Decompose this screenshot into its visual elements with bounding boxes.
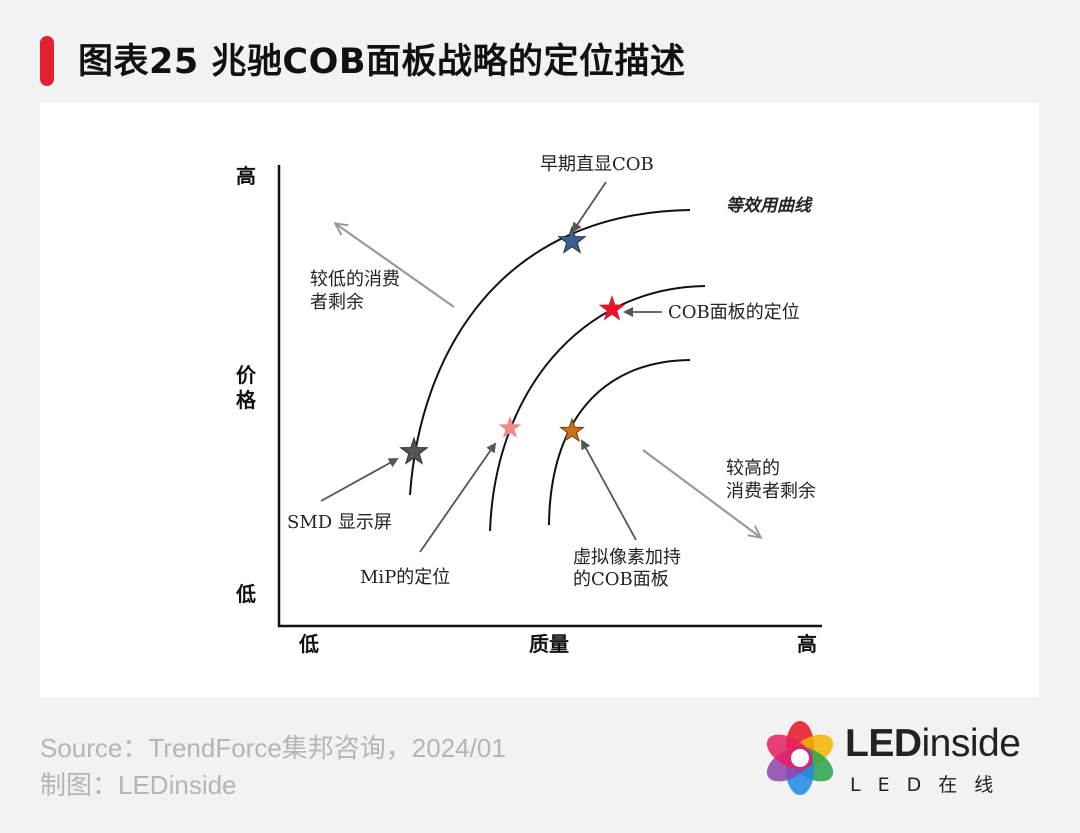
label-virtual-pixel-line2: 的COB面板 <box>573 569 669 590</box>
arrow-virtual-pixel <box>581 439 637 541</box>
x-axis-title: 质量 <box>529 632 569 656</box>
y-axis-title-line2: 格 <box>236 388 257 412</box>
star-mip <box>498 416 522 438</box>
label-lower-surplus-line1: 较低的消费 <box>310 269 400 290</box>
curve-label: 等效用曲线 <box>726 196 813 216</box>
indifference-curve-high <box>409 209 691 496</box>
x-axis-high-label: 高 <box>797 632 817 656</box>
diagram-panel: 高 价 格 低 低 质量 高 等效用曲线 早期直显COB COB面板的定位 较低… <box>40 103 1039 697</box>
positioning-diagram: 高 价 格 低 低 质量 高 等效用曲线 早期直显COB COB面板的定位 较低… <box>235 154 822 656</box>
logo-wordmark: LEDinside <box>845 722 1021 766</box>
label-smd: SMD 显示屏 <box>287 512 392 533</box>
logo-wordmark-rest: inside <box>921 722 1021 765</box>
page-title: 图表25 兆驰COB面板战略的定位描述 <box>78 42 686 82</box>
star-smd <box>399 436 429 465</box>
label-higher-surplus-line2: 消费者剩余 <box>726 481 816 502</box>
label-mip: MiP的定位 <box>360 567 450 588</box>
arrow-mip <box>419 442 497 553</box>
y-axis-high-label: 高 <box>236 164 256 188</box>
ledinside-logo: LEDinside LED在线 <box>760 718 1050 798</box>
arrow-lower-surplus <box>336 224 455 308</box>
label-higher-surplus-line1: 较高的 <box>726 458 780 479</box>
y-axis-title-line1: 价 <box>236 363 257 387</box>
arrow-higher-surplus <box>642 449 760 537</box>
title-accent-bar <box>40 36 54 86</box>
label-early-cob: 早期直显COB <box>540 154 654 175</box>
label-virtual-pixel-line1: 虚拟像素加持 <box>573 547 681 568</box>
label-cob-panel: COB面板的定位 <box>668 302 800 323</box>
indifference-curve-low <box>548 359 691 526</box>
x-axis-low-label: 低 <box>298 632 319 656</box>
made-by-note: 制图：LEDinside <box>40 770 237 800</box>
y-axis-low-label: 低 <box>235 582 256 606</box>
star-early-cob <box>557 225 587 254</box>
arrow-smd <box>320 458 399 502</box>
ledinside-logo-mark-icon <box>766 721 834 795</box>
logo-wordmark-bold: LED <box>845 722 922 765</box>
star-cob-panel <box>598 295 626 321</box>
logo-tagline: LED在线 <box>850 774 1011 796</box>
label-lower-surplus-line2: 者剩余 <box>310 292 364 313</box>
star-virtual-pixel <box>559 417 585 443</box>
arrow-early-cob <box>571 181 607 233</box>
source-note: Source：TrendForce集邦咨询，2024/01 <box>40 733 506 763</box>
indifference-curve-mid <box>489 285 706 532</box>
